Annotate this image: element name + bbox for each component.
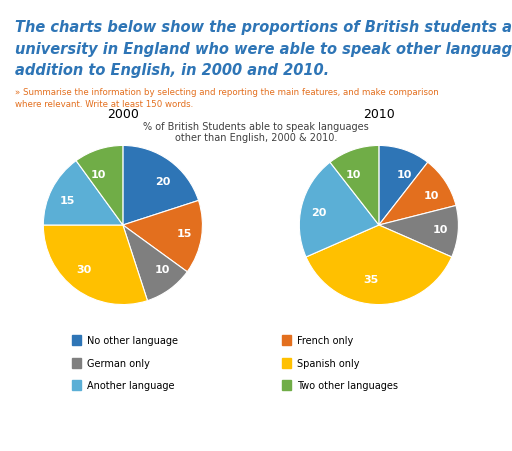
Text: 10: 10 [433,225,448,235]
Wedge shape [300,163,379,258]
Text: Spanish only: Spanish only [297,358,359,368]
Text: 20: 20 [311,207,327,217]
Wedge shape [123,226,187,301]
Text: 10: 10 [396,170,412,179]
Title: 2000: 2000 [107,108,139,121]
Wedge shape [379,146,428,226]
Wedge shape [76,146,123,226]
Wedge shape [123,201,202,272]
Title: 2010: 2010 [363,108,395,121]
Text: 10: 10 [424,191,439,201]
Wedge shape [306,226,452,305]
Text: The charts below show the proportions of British students at one: The charts below show the proportions of… [15,20,512,35]
Text: German only: German only [87,358,150,368]
Text: » Summarise the information by selecting and reporting the main features, and ma: » Summarise the information by selecting… [15,88,439,97]
Text: addition to English, in 2000 and 2010.: addition to English, in 2000 and 2010. [15,63,330,78]
Text: 30: 30 [76,264,91,274]
Text: 15: 15 [176,229,191,239]
Text: 35: 35 [364,275,379,285]
Text: 10: 10 [346,170,361,179]
Text: Two other languages: Two other languages [297,381,398,391]
Wedge shape [379,206,458,258]
Text: university in England who were able to speak other languages in: university in England who were able to s… [15,41,512,56]
Wedge shape [123,146,199,226]
Text: No other language: No other language [87,336,178,345]
Text: where relevant. Write at least 150 words.: where relevant. Write at least 150 words… [15,100,194,109]
Text: 10: 10 [155,264,170,274]
Wedge shape [379,163,456,226]
Text: % of British Students able to speak languages: % of British Students able to speak lang… [143,122,369,132]
Wedge shape [330,146,379,226]
Wedge shape [44,226,147,305]
Wedge shape [44,161,123,226]
Text: Another language: Another language [87,381,175,391]
Text: 20: 20 [155,177,170,187]
Text: 15: 15 [59,196,75,206]
Text: other than English, 2000 & 2010.: other than English, 2000 & 2010. [175,133,337,143]
Text: French only: French only [297,336,353,345]
Text: 10: 10 [91,169,106,179]
